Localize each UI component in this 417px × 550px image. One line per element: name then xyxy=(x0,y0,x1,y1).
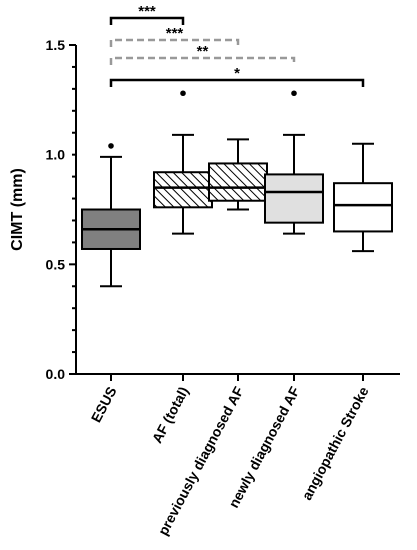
box-iqr xyxy=(153,171,213,209)
significance-bracket xyxy=(109,16,185,25)
y-tick-label: 1.0 xyxy=(46,147,66,163)
category-label: AF (total) xyxy=(149,384,192,446)
box-3 xyxy=(264,90,324,235)
outlier-point xyxy=(291,90,297,97)
significance-label: *** xyxy=(166,25,184,42)
category-label: angiopathic Stroke xyxy=(298,384,371,503)
box-iqr xyxy=(208,162,268,202)
y-tick-label: 0.0 xyxy=(46,366,66,382)
y-tick-label: 0.5 xyxy=(46,256,66,272)
category-label: ESUS xyxy=(88,384,120,425)
significance-label: * xyxy=(234,65,240,82)
significance-label: ** xyxy=(197,43,209,60)
significance-bracket xyxy=(109,56,296,65)
significance-label: *** xyxy=(138,3,156,20)
box-iqr xyxy=(333,182,393,233)
significance-bracket xyxy=(109,78,365,87)
box-0 xyxy=(81,143,141,288)
box-iqr xyxy=(264,173,324,224)
box-2 xyxy=(208,138,268,211)
outlier-point xyxy=(180,90,186,97)
y-tick-label: 1.5 xyxy=(46,37,66,53)
y-axis-label: CIMT (mm) xyxy=(9,168,26,251)
significance-bracket xyxy=(109,38,240,47)
outlier-point xyxy=(108,143,114,149)
box-1 xyxy=(153,90,213,235)
box-4 xyxy=(333,142,393,253)
